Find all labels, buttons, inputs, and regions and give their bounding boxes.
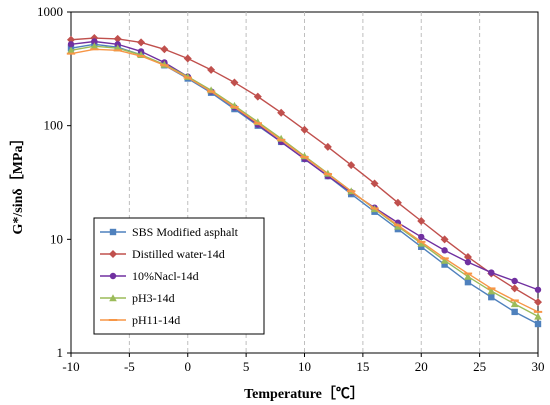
legend-item: SBS Modified asphalt bbox=[100, 225, 239, 239]
y-axis-title: G*/sinδ［MPa］ bbox=[9, 132, 26, 235]
data-point bbox=[323, 142, 332, 151]
data-point bbox=[90, 42, 99, 50]
x-tick-label: 15 bbox=[356, 359, 369, 374]
data-point bbox=[230, 78, 239, 87]
data-point bbox=[464, 278, 472, 286]
data-point bbox=[463, 252, 472, 261]
data-point bbox=[534, 320, 542, 328]
y-tick-label: 1 bbox=[57, 345, 64, 360]
data-point bbox=[417, 216, 426, 225]
data-point bbox=[534, 298, 542, 307]
legend-item: pH3-14d bbox=[100, 291, 175, 305]
x-tick-label: 20 bbox=[415, 359, 428, 374]
series-2 bbox=[67, 34, 542, 307]
data-point bbox=[440, 256, 449, 264]
data-point bbox=[418, 243, 425, 250]
data-point bbox=[488, 269, 495, 276]
legend-marker bbox=[109, 250, 117, 258]
legend-label: pH11-14d bbox=[132, 313, 180, 327]
data-point bbox=[511, 308, 518, 316]
data-point bbox=[511, 277, 518, 285]
y-tick-label: 10 bbox=[50, 231, 63, 246]
data-point bbox=[510, 300, 519, 308]
x-tick-label: -5 bbox=[124, 359, 135, 374]
legend-item: Distilled water-14d bbox=[100, 247, 225, 261]
data-point bbox=[393, 198, 402, 207]
series-5 bbox=[66, 48, 543, 313]
data-point bbox=[417, 239, 426, 247]
data-point bbox=[91, 38, 98, 45]
x-axis-ticks: -10 -5 0 5 10 15 20 25 30 bbox=[62, 353, 545, 374]
y-tick-label: 1000 bbox=[37, 4, 63, 19]
data-point bbox=[137, 38, 146, 47]
x-tick-label: 25 bbox=[473, 359, 486, 374]
legend-item: 10%Nacl-14d bbox=[100, 269, 199, 283]
x-tick-label: 5 bbox=[243, 359, 250, 374]
data-point bbox=[534, 286, 542, 293]
data-point bbox=[67, 35, 75, 44]
data-point bbox=[487, 287, 496, 295]
legend: SBS Modified asphalt Distilled water-14d 1… bbox=[93, 217, 265, 335]
data-point bbox=[510, 284, 519, 293]
legend-marker bbox=[109, 272, 117, 280]
data-point bbox=[441, 247, 448, 254]
x-axis-title: Temperature［℃］ bbox=[244, 385, 364, 402]
y-tick-label: 100 bbox=[44, 118, 64, 133]
data-point bbox=[464, 272, 472, 280]
data-point bbox=[160, 45, 169, 54]
legend-label: pH3-14d bbox=[132, 291, 175, 305]
x-tick-label: 10 bbox=[298, 359, 311, 374]
data-point bbox=[488, 293, 495, 301]
legend-label: Distilled water-14d bbox=[132, 247, 225, 261]
x-tick-label: 0 bbox=[185, 359, 192, 374]
legend-marker bbox=[109, 294, 117, 302]
legend-item: pH11-14d bbox=[100, 313, 180, 327]
legend-label: SBS Modified asphalt bbox=[132, 225, 239, 239]
data-point bbox=[207, 65, 216, 74]
data-point bbox=[67, 41, 75, 48]
y-axis-ticks: 1 10 100 1000 bbox=[37, 4, 71, 360]
legend-marker bbox=[109, 228, 117, 236]
data-point bbox=[113, 34, 122, 43]
data-point bbox=[67, 46, 75, 54]
data-point bbox=[114, 41, 121, 48]
series-layer bbox=[66, 34, 543, 328]
data-point bbox=[440, 235, 449, 244]
legend-label: 10%Nacl-14d bbox=[132, 269, 199, 283]
data-point bbox=[300, 125, 309, 134]
data-point bbox=[534, 312, 542, 320]
data-point bbox=[183, 54, 192, 63]
data-point bbox=[370, 179, 379, 188]
data-point bbox=[418, 233, 425, 241]
data-point bbox=[464, 258, 472, 266]
x-tick-label: -10 bbox=[62, 359, 79, 374]
x-tick-label: 30 bbox=[532, 359, 545, 374]
data-point bbox=[253, 92, 262, 101]
data-point bbox=[347, 161, 356, 170]
data-point bbox=[441, 261, 448, 268]
grid-lines bbox=[128, 12, 481, 353]
data-point bbox=[277, 108, 286, 117]
